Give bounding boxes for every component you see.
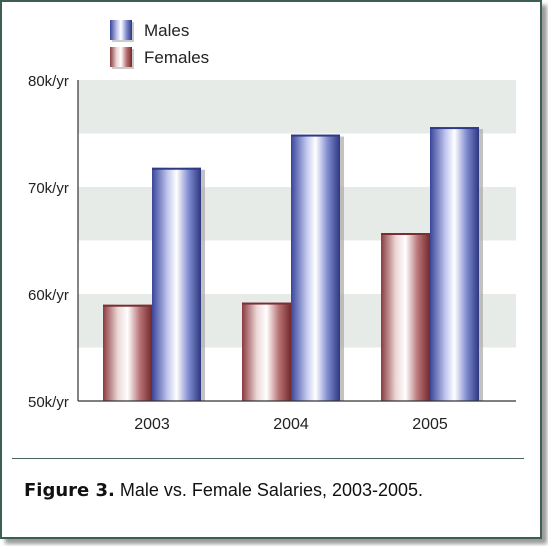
bar-top-edge <box>430 127 479 130</box>
y-tick-label: 70k/yr <box>28 180 69 197</box>
bar-females-2004 <box>242 302 291 401</box>
bar-top-edge <box>381 233 430 236</box>
legend-swatch-males <box>110 20 132 40</box>
bar-chart: 50k/yr 60k/yr 70k/yr 80k/yr 2003 2004 2005 Mal… <box>28 20 516 433</box>
bar-males-2004 <box>291 134 340 401</box>
legend-swatch-females <box>110 47 132 67</box>
legend-label-females: Females <box>144 48 209 67</box>
caption-label: Figure 3. <box>24 480 115 501</box>
x-tick-label: 2004 <box>273 416 309 433</box>
caption-text: Male vs. Female Salaries, 2003-2005. <box>114 480 424 500</box>
bar-females-2005 <box>381 233 430 401</box>
caption-divider <box>12 458 524 459</box>
bar-top-edge <box>291 134 340 137</box>
bar-top-edge <box>242 302 291 305</box>
figure-caption: Figure 3. Male vs. Female Salaries, 2003… <box>24 480 423 501</box>
grid-band <box>78 80 516 134</box>
x-tick-label: 2003 <box>134 416 170 433</box>
y-tick-label: 60k/yr <box>28 287 69 304</box>
bar-top-edge <box>152 167 201 170</box>
bar-females-2003 <box>103 304 152 401</box>
legend-label-males: Males <box>144 21 189 40</box>
y-tick-label: 80k/yr <box>28 73 69 90</box>
bar-males-2003 <box>152 167 201 401</box>
y-tick-label: 50k/yr <box>28 394 69 411</box>
bar-males-2005 <box>430 127 479 401</box>
bar-top-edge <box>103 304 152 307</box>
x-tick-label: 2005 <box>412 416 448 433</box>
